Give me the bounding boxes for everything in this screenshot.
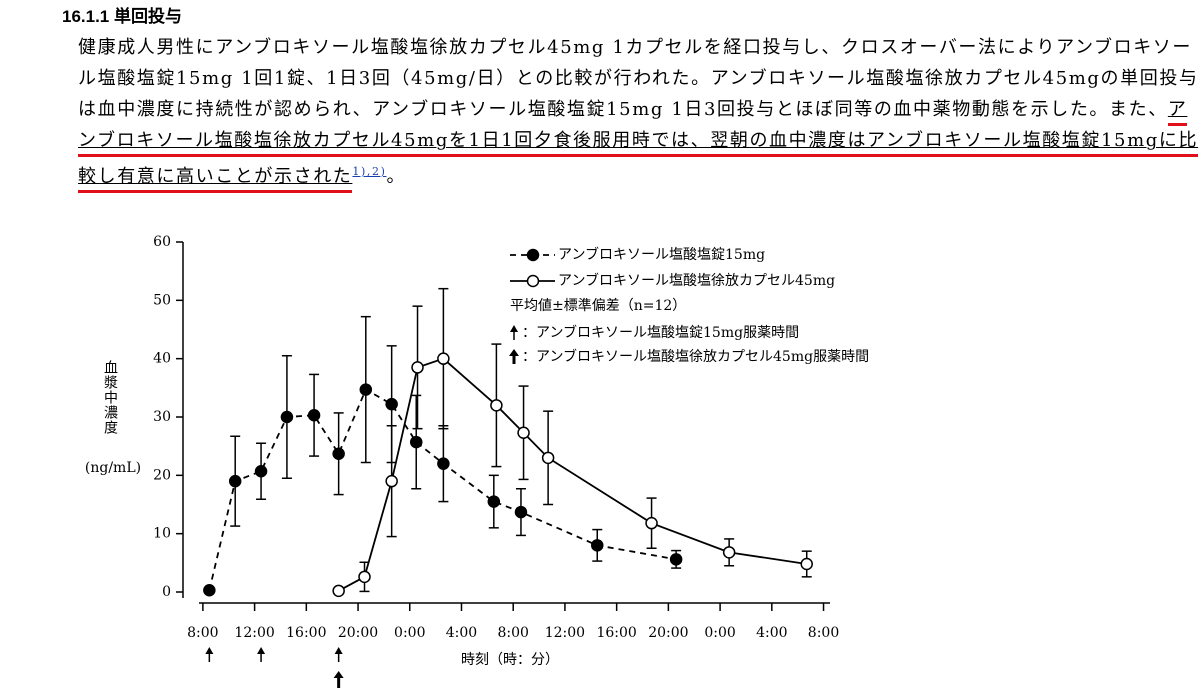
data-point	[514, 505, 528, 519]
x-tick-label: 8:00	[497, 625, 528, 641]
y-tick-label: 0	[162, 584, 171, 600]
x-tick-label: 16:00	[596, 625, 636, 641]
y-tick-label: 40	[153, 351, 171, 367]
data-point	[645, 516, 658, 530]
data-point	[437, 457, 450, 470]
dose-arrow-bold-head	[333, 671, 344, 678]
data-point	[411, 361, 424, 374]
y-tick-label: 50	[153, 292, 171, 308]
x-tick-label: 4:00	[756, 625, 787, 641]
underlined-text: アンブロキソール塩酸塩徐放カプセル45mgを1日1回夕食後服用時では、翌朝の血中…	[78, 99, 1199, 193]
dose-arrow-head	[205, 647, 214, 654]
data-point	[332, 584, 345, 598]
x-tick-label: 20:00	[648, 625, 688, 641]
data-point	[437, 352, 450, 365]
data-point	[280, 410, 294, 424]
legend-note: 平均値±標準偏差（n=12）	[510, 298, 686, 314]
text: 。	[386, 166, 407, 187]
legend-label: ：アンブロキソール塩酸塩徐放カプセル45mg服薬時間	[522, 348, 869, 365]
data-point	[722, 546, 736, 559]
data-point	[490, 399, 503, 412]
y-tick-label: 20	[153, 467, 171, 483]
legend-label: アンブロキソール塩酸塩徐放カプセル45mg	[558, 272, 835, 289]
data-point	[669, 553, 683, 566]
series-line	[338, 357, 807, 592]
data-point	[254, 465, 268, 478]
data-point	[332, 447, 345, 460]
x-tick-label: 12:00	[234, 625, 274, 641]
reference-link[interactable]: 1),2)	[352, 165, 387, 178]
data-point	[385, 397, 398, 411]
x-axis-label: 時刻（時：分）	[461, 652, 559, 668]
data-point	[409, 435, 423, 449]
x-tick-label: 8:00	[808, 625, 839, 641]
legend-marker	[526, 248, 540, 262]
x-tick-label: 20:00	[338, 625, 378, 641]
dose-arrow-head	[257, 647, 266, 654]
data-point	[228, 474, 242, 488]
data-point	[385, 474, 398, 488]
x-tick-label: 12:00	[545, 625, 585, 641]
data-point	[487, 495, 501, 508]
paragraph: 健康成人男性にアンブロキソール塩酸塩徐放カプセル45mg 1カプセルを経口投与し…	[78, 32, 1200, 193]
y-tick-label: 10	[153, 526, 171, 542]
y-tick-label: 30	[153, 409, 171, 425]
legend-marker	[526, 274, 540, 288]
x-tick-label: 8:00	[187, 625, 218, 641]
x-tick-label: 0:00	[394, 625, 425, 641]
text: 健康成人男性にアンブロキソール塩酸塩徐放カプセル45mg 1カプセルを経口投与し…	[78, 37, 1199, 120]
data-point	[800, 557, 813, 571]
section-heading: 16.1.1 単回投与	[62, 7, 182, 26]
x-tick-label: 4:00	[446, 625, 477, 641]
y-axis-label: 血漿中濃度	[102, 360, 118, 435]
y-axis-unit: (ng/mL)	[85, 460, 141, 476]
x-tick-label: 0:00	[704, 625, 735, 641]
dose-arrow-head	[334, 647, 343, 654]
data-point	[358, 570, 371, 584]
x-tick-label: 16:00	[286, 625, 326, 641]
data-point	[307, 409, 321, 422]
y-tick-label: 60	[153, 234, 171, 250]
legend-arrow-head	[510, 325, 518, 332]
data-point	[591, 539, 604, 552]
data-point	[541, 451, 555, 465]
data-point	[359, 383, 373, 396]
legend-arrow-head	[509, 349, 519, 356]
legend-label: ：アンブロキソール塩酸塩錠15mg服薬時間	[522, 324, 799, 341]
legend-label: アンブロキソール塩酸塩錠15mg	[558, 246, 765, 263]
data-point	[517, 426, 530, 439]
data-point	[203, 584, 216, 597]
